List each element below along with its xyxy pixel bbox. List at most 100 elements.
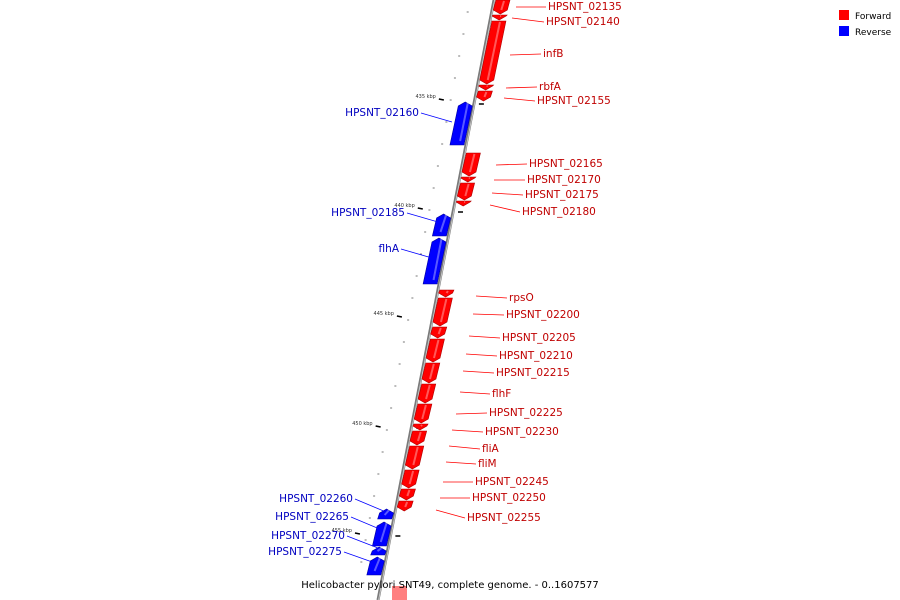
gene-arrow[interactable]: [370, 546, 387, 556]
gene-label[interactable]: HPSNT_02255: [467, 512, 541, 524]
gene-HPSNT_02255[interactable]: [396, 500, 414, 512]
gene-HPSNT_02165[interactable]: [461, 152, 481, 177]
gene-label[interactable]: HPSNT_02135: [548, 1, 622, 13]
gene-arrow[interactable]: [404, 445, 425, 470]
gene-arrow[interactable]: [432, 297, 453, 327]
leader-infB: [509, 53, 542, 56]
gene-label[interactable]: HPSNT_02230: [485, 426, 559, 438]
gene-arrow[interactable]: [401, 469, 420, 489]
gene-arrow[interactable]: [417, 383, 437, 404]
gene-HPSNT_02180[interactable]: [455, 200, 472, 207]
gene-label[interactable]: HPSNT_02140: [546, 16, 620, 28]
gene-label[interactable]: HPSNT_02165: [529, 158, 603, 170]
partial-gene-stub: [392, 586, 407, 600]
gene-arrow[interactable]: [449, 101, 473, 146]
gene-HPSNT_02205[interactable]: [430, 326, 448, 339]
gene-label[interactable]: HPSNT_02225: [489, 407, 563, 419]
gene-arrow[interactable]: [377, 508, 394, 520]
gene-label[interactable]: infB: [543, 48, 563, 60]
gene-arrow[interactable]: [431, 213, 451, 237]
gene-arrow[interactable]: [422, 237, 447, 285]
map-caption: Helicobacter pylori SNT49, complete geno…: [301, 580, 599, 591]
gene-infB[interactable]: [479, 20, 507, 85]
gene-HPSNT_02170[interactable]: [460, 176, 477, 183]
gene-arrow[interactable]: [438, 289, 455, 298]
gene-fliM[interactable]: [404, 445, 425, 470]
gene-HPSNT_02260[interactable]: [377, 508, 394, 520]
gene-HPSNT_02210[interactable]: [425, 338, 445, 363]
gene-shine: [412, 446, 419, 466]
gene-label[interactable]: flhF: [492, 388, 511, 400]
gene-label[interactable]: HPSNT_02200: [506, 309, 580, 321]
gene-label[interactable]: HPSNT_02265: [275, 511, 349, 523]
leader-HPSNT_02270: [346, 535, 379, 549]
gene-HPSNT_02185[interactable]: [431, 213, 451, 237]
gene-label[interactable]: HPSNT_02245: [475, 476, 549, 488]
gene-arrow[interactable]: [396, 500, 414, 512]
gene-HPSNT_02155[interactable]: [476, 90, 493, 102]
gene-arrow[interactable]: [478, 84, 495, 91]
gene-label[interactable]: HPSNT_02250: [472, 492, 546, 504]
gene-arrow[interactable]: [461, 152, 481, 177]
gene-HPSNT_02230[interactable]: [412, 423, 429, 431]
gene-label[interactable]: HPSNT_02215: [496, 367, 570, 379]
gene-label[interactable]: HPSNT_02170: [527, 174, 601, 186]
gene-label[interactable]: flhA: [379, 243, 400, 255]
gene-arrow[interactable]: [413, 403, 433, 424]
gene-label[interactable]: HPSNT_02160: [345, 107, 419, 119]
gene-rbfA[interactable]: [478, 84, 495, 91]
gene-HPSNT_02225[interactable]: [413, 403, 433, 424]
gene-label[interactable]: HPSNT_02180: [522, 206, 596, 218]
gene-label[interactable]: HPSNT_02175: [525, 189, 599, 201]
gene-label[interactable]: rbfA: [539, 81, 562, 93]
gene-shine: [421, 404, 427, 420]
gene-arrow[interactable]: [425, 338, 445, 363]
gene-HPSNT_02245[interactable]: [401, 469, 420, 489]
gene-HPSNT_02275[interactable]: [366, 556, 385, 576]
backbone-highlight: [378, 0, 495, 600]
gene-label[interactable]: rpsO: [509, 292, 534, 304]
gene-arrow[interactable]: [456, 182, 476, 201]
leader-HPSNT_02265: [350, 516, 383, 531]
gene-arrow[interactable]: [460, 176, 477, 183]
gene-arrow[interactable]: [455, 200, 472, 207]
gene-HPSNT_02250[interactable]: [398, 488, 416, 501]
gene-label[interactable]: fliA: [482, 443, 500, 455]
gene-label[interactable]: HPSNT_02260: [279, 493, 353, 505]
gene-HPSNT_02200[interactable]: [432, 297, 453, 327]
gene-arrow[interactable]: [412, 423, 429, 431]
gene-label[interactable]: HPSNT_02155: [537, 95, 611, 107]
major-tick: [438, 98, 445, 101]
gene-label[interactable]: fliM: [478, 458, 497, 470]
gene-HPSNT_02160[interactable]: [449, 101, 473, 146]
gene-label[interactable]: HPSNT_02275: [268, 546, 342, 558]
gene-arrow[interactable]: [491, 14, 508, 21]
gene-arrow[interactable]: [421, 362, 441, 384]
gene-arrow[interactable]: [398, 488, 416, 501]
major-tick: [375, 425, 381, 428]
gene-shine: [420, 424, 423, 427]
leader-fliA: [448, 445, 481, 450]
gene-arrow[interactable]: [492, 0, 511, 15]
gene-label[interactable]: HPSNT_02270: [271, 530, 345, 542]
gene-HPSNT_02175[interactable]: [456, 182, 476, 201]
gene-HPSNT_02215[interactable]: [421, 362, 441, 384]
gene-label[interactable]: HPSNT_02210: [499, 350, 573, 362]
legend-swatch-reverse: [839, 26, 849, 36]
gene-HPSNT_02135[interactable]: [492, 0, 511, 15]
gene-HPSNT_02140[interactable]: [491, 14, 508, 21]
label-leaders: [343, 6, 546, 564]
gene-arrow[interactable]: [409, 430, 428, 446]
gene-shine: [383, 509, 390, 516]
gene-rpsO[interactable]: [438, 289, 455, 298]
gene-arrow[interactable]: [476, 90, 493, 102]
gene-flhA[interactable]: [422, 237, 447, 285]
gene-fliA[interactable]: [409, 430, 428, 446]
gene-label[interactable]: HPSNT_02205: [502, 332, 576, 344]
leader-HPSNT_02165: [495, 163, 528, 166]
gene-arrow[interactable]: [430, 326, 448, 339]
gene-arrow[interactable]: [479, 20, 507, 85]
gene-HPSNT_02270[interactable]: [370, 546, 387, 556]
gene-label[interactable]: HPSNT_02185: [331, 207, 405, 219]
gene-flhF[interactable]: [417, 383, 437, 404]
